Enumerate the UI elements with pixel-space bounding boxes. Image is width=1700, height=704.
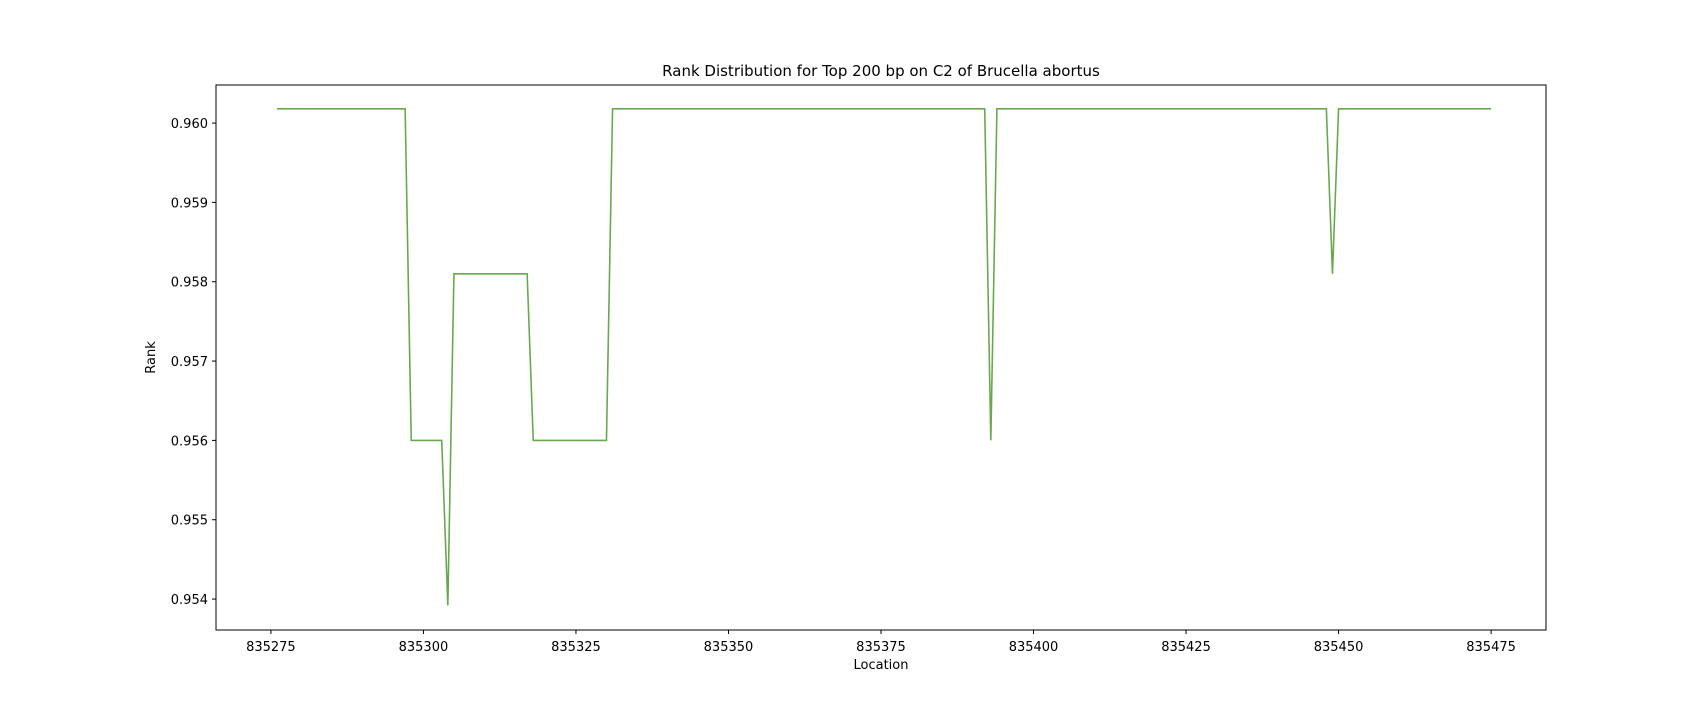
y-tick-label: 0.957 [171,355,208,370]
chart-title: Rank Distribution for Top 200 bp on C2 o… [662,62,1100,80]
y-tick-label: 0.956 [171,434,208,449]
x-axis: 835275 835300 835325 835350 835375 835400 8354… [246,630,1516,655]
x-tick-label: 835275 [246,640,296,655]
y-tick-label: 0.955 [171,514,208,529]
x-axis-label: Location [854,658,909,673]
y-tick-label: 0.959 [171,196,208,211]
x-tick-label: 835350 [704,640,754,655]
y-tick-label: 0.954 [171,593,208,608]
x-tick-label: 835300 [399,640,449,655]
x-tick-label: 835325 [551,640,601,655]
y-tick-label: 0.958 [171,276,208,291]
x-tick-label: 835375 [856,640,906,655]
y-axis: 0.954 0.955 0.956 0.957 0.958 0.959 0.960 [171,117,216,608]
x-tick-label: 835400 [1009,640,1059,655]
series-line [277,108,1492,606]
x-tick-label: 835425 [1161,640,1211,655]
y-axis-label: Rank [144,341,159,374]
x-tick-label: 835475 [1466,640,1516,655]
y-tick-label: 0.960 [171,117,208,132]
x-tick-label: 835450 [1314,640,1364,655]
